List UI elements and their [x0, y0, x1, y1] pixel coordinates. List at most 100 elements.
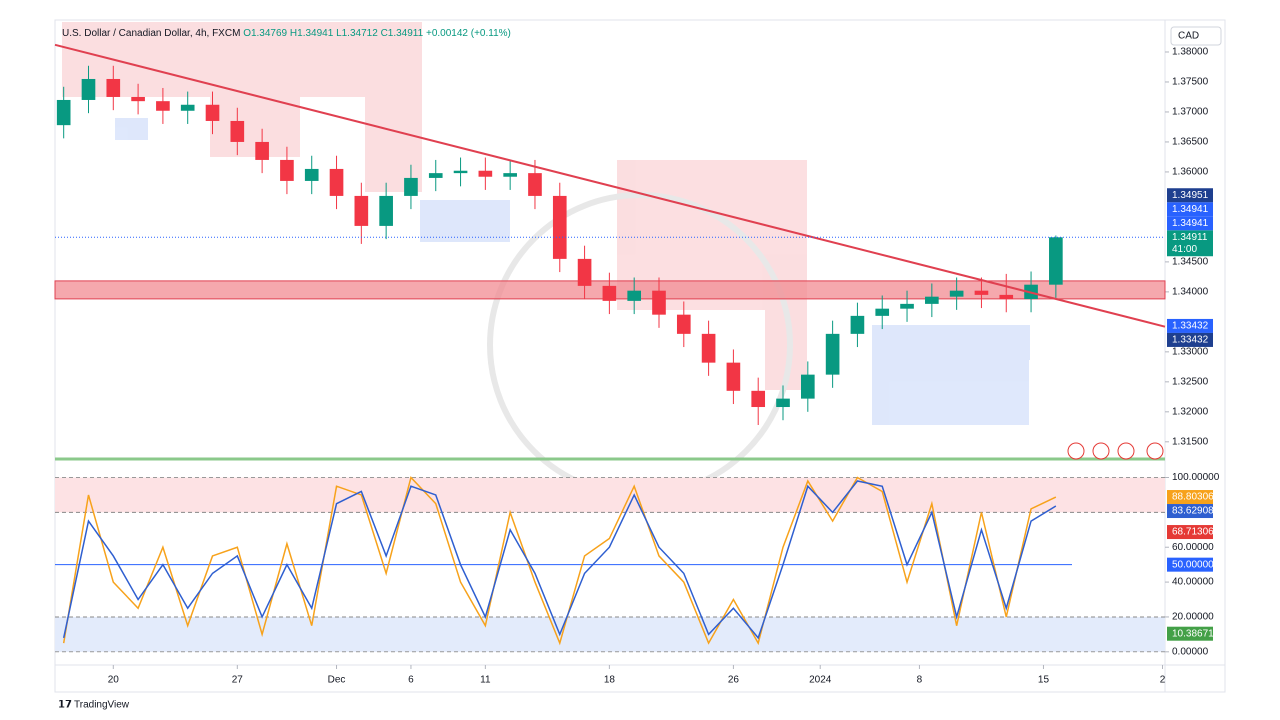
oscillator-line	[62, 480, 1057, 640]
logo: 𝟭𝟳	[58, 700, 72, 711]
y-tick-label: 1.33000	[1172, 346, 1209, 357]
price-badge-label: 1.34951	[1172, 190, 1209, 201]
candle-body	[627, 290, 642, 301]
y-tick-label: 0.00000	[1172, 646, 1209, 657]
candle-body	[478, 170, 493, 177]
order-block	[365, 97, 422, 192]
price-badge-label: 1.34941	[1172, 204, 1209, 215]
price-badge	[1167, 188, 1213, 203]
candle-body	[329, 168, 344, 196]
price-badge	[1167, 216, 1213, 231]
value-badge-label: 10.38671	[1172, 628, 1214, 639]
x-tick-label: 11	[480, 675, 491, 686]
candle-body	[453, 170, 468, 174]
flag	[1067, 442, 1085, 460]
value-badge-label: 50.00000	[1172, 559, 1214, 570]
value-badge	[1167, 525, 1213, 540]
candle-body	[776, 398, 790, 408]
candle-body	[850, 315, 865, 334]
value-badge-label: 88.80306	[1172, 492, 1214, 503]
candle-body	[255, 141, 269, 160]
candle-body	[1049, 237, 1063, 285]
order-block	[420, 200, 510, 242]
x-tick-label: 18	[604, 675, 616, 686]
y-tick-label: 60.00000	[1172, 542, 1214, 553]
candle-body	[404, 177, 418, 196]
candle-body	[156, 101, 170, 111]
candle-body	[503, 173, 517, 177]
candle-body	[354, 195, 369, 226]
candle-body	[131, 96, 145, 102]
y-tick-label: 1.34000	[1172, 287, 1209, 298]
low: L1.34712	[336, 28, 378, 39]
price-badge-label: 1.33432	[1172, 321, 1209, 332]
candle-body	[726, 362, 741, 391]
candle-body	[180, 104, 195, 111]
value-badge	[1167, 504, 1213, 519]
x-tick-label: 15	[1038, 675, 1050, 686]
countdown: 41:00	[1172, 244, 1197, 255]
y-tick-label: 1.32500	[1172, 376, 1209, 387]
candle-body	[999, 294, 1014, 300]
order-block	[872, 325, 1029, 425]
order-block	[115, 118, 148, 140]
y-tick-label: 100.00000	[1172, 472, 1220, 483]
candle-body	[106, 78, 121, 97]
frame	[54, 19, 1226, 693]
x-tick-label: Dec	[328, 675, 346, 686]
last-price-label: 1.34911	[1172, 232, 1208, 243]
price-badge	[1167, 202, 1213, 217]
candle-body	[652, 290, 666, 315]
candle-body	[900, 303, 914, 309]
value-badge	[1167, 626, 1213, 641]
y-tick-label: 1.32000	[1172, 406, 1209, 417]
currency: CAD	[1178, 31, 1199, 42]
candle-body	[925, 296, 939, 304]
candle-body	[676, 314, 691, 334]
candle-body	[974, 290, 989, 295]
footer: TradingView	[74, 700, 130, 711]
trendline	[54, 43, 1166, 328]
price-badge-label: 1.34941	[1172, 218, 1209, 229]
candle-body	[205, 104, 220, 121]
open: O1.34769	[243, 28, 287, 39]
candle-body	[280, 159, 294, 181]
y-tick-label: 1.36000	[1172, 167, 1209, 178]
high: H1.34941	[290, 28, 334, 39]
candle-body	[81, 78, 96, 100]
order-block	[62, 22, 422, 97]
y-tick-label: 40.00000	[1172, 577, 1214, 588]
value-badge-label: 83.62908	[1172, 506, 1214, 517]
currency-button[interactable]	[1170, 26, 1222, 46]
y-tick-label: 1.34500	[1172, 257, 1209, 268]
y-tick-label: 1.31500	[1172, 436, 1209, 447]
candle-body	[800, 374, 815, 399]
candle-body	[304, 168, 319, 181]
x-tick-label: 26	[728, 675, 740, 686]
value-badge	[1167, 557, 1213, 572]
order-block	[945, 325, 1030, 360]
candle-body	[56, 99, 71, 126]
last-price-badge	[1167, 230, 1213, 257]
candle-body	[825, 333, 840, 375]
price-badge-label: 1.33432	[1172, 335, 1209, 346]
candle-body	[602, 285, 617, 301]
price-badge	[1167, 332, 1213, 347]
y-tick-label: 1.38000	[1172, 47, 1209, 58]
x-tick-label: 2	[1160, 675, 1166, 686]
x-tick-label: 2024	[809, 675, 832, 686]
candle-body	[577, 258, 592, 286]
x-tick-label: 8	[917, 675, 923, 686]
change: +0.00142 (+0.11%)	[426, 28, 511, 39]
oversold-zone	[55, 616, 1165, 652]
y-tick-label: 1.36500	[1172, 137, 1209, 148]
legend: U.S. Dollar / Canadian Dollar, 4h, FXCM …	[62, 28, 511, 39]
flag	[1092, 442, 1110, 460]
candle-body	[552, 195, 567, 259]
candle-body	[701, 333, 716, 363]
candle-body	[230, 120, 245, 142]
candle-body	[528, 173, 542, 196]
flag	[1146, 442, 1164, 460]
